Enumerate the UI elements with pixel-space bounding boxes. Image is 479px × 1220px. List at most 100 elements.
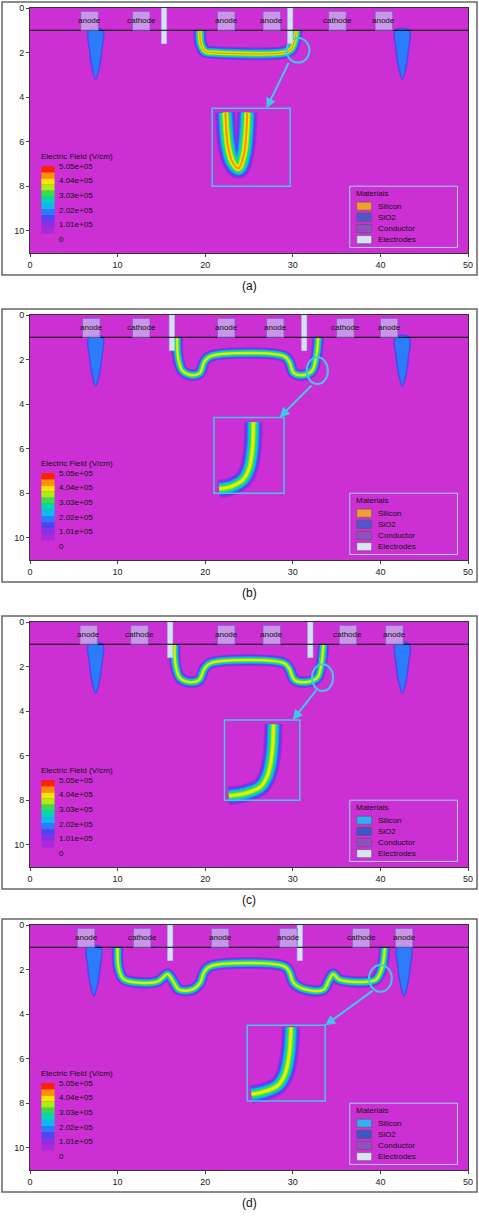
svg-text:Materials: Materials <box>356 803 388 812</box>
svg-text:(b): (b) <box>242 586 257 600</box>
svg-text:5.05e+05: 5.05e+05 <box>59 162 93 171</box>
svg-text:anode: anode <box>260 630 283 639</box>
svg-text:6: 6 <box>19 1054 24 1064</box>
svg-text:4: 4 <box>19 1009 24 1019</box>
svg-text:Electrodes: Electrodes <box>378 235 416 244</box>
svg-text:(d): (d) <box>242 1196 257 1210</box>
svg-text:cathode: cathode <box>347 933 376 942</box>
svg-text:Materials: Materials <box>356 1106 388 1115</box>
svg-text:20: 20 <box>200 1177 210 1187</box>
svg-text:4.04e+05: 4.04e+05 <box>59 176 93 185</box>
svg-text:1.01e+05: 1.01e+05 <box>59 834 93 843</box>
svg-text:Conductor: Conductor <box>378 531 415 540</box>
svg-text:Electric Field (V/cm): Electric Field (V/cm) <box>41 766 113 775</box>
svg-text:1.01e+05: 1.01e+05 <box>59 527 93 536</box>
svg-text:0: 0 <box>59 1152 64 1161</box>
svg-text:cathode: cathode <box>331 323 360 332</box>
svg-text:10: 10 <box>113 567 123 577</box>
svg-text:Electrodes: Electrodes <box>378 542 416 551</box>
svg-text:Silicon: Silicon <box>378 816 402 825</box>
svg-text:2: 2 <box>19 355 24 365</box>
svg-text:(a): (a) <box>242 279 257 293</box>
svg-text:anode: anode <box>277 933 300 942</box>
svg-text:Conductor: Conductor <box>378 1141 415 1150</box>
svg-text:SiO2: SiO2 <box>378 827 396 836</box>
svg-text:1.01e+05: 1.01e+05 <box>59 220 93 229</box>
svg-text:6: 6 <box>19 137 24 147</box>
svg-text:10: 10 <box>113 1177 123 1187</box>
svg-text:cathode: cathode <box>323 16 352 25</box>
svg-text:cathode: cathode <box>333 630 362 639</box>
svg-text:2: 2 <box>19 965 24 975</box>
svg-text:Silicon: Silicon <box>378 202 402 211</box>
svg-text:5.05e+05: 5.05e+05 <box>59 1079 93 1088</box>
svg-text:cathode: cathode <box>128 933 157 942</box>
svg-text:Silicon: Silicon <box>378 509 402 518</box>
svg-text:4: 4 <box>19 92 24 102</box>
svg-text:50: 50 <box>463 1177 473 1187</box>
svg-text:SiO2: SiO2 <box>378 1130 396 1139</box>
svg-text:2: 2 <box>19 48 24 58</box>
svg-text:4: 4 <box>19 706 24 716</box>
svg-text:cathode: cathode <box>127 323 156 332</box>
svg-text:10: 10 <box>113 874 123 884</box>
svg-text:anode: anode <box>393 933 416 942</box>
svg-text:50: 50 <box>463 567 473 577</box>
svg-text:0: 0 <box>19 310 24 320</box>
svg-text:5.05e+05: 5.05e+05 <box>59 776 93 785</box>
svg-text:Electrodes: Electrodes <box>378 849 416 858</box>
svg-text:50: 50 <box>463 874 473 884</box>
svg-text:0: 0 <box>59 542 64 551</box>
svg-text:8: 8 <box>19 181 24 191</box>
svg-text:Conductor: Conductor <box>378 838 415 847</box>
svg-text:Materials: Materials <box>356 496 388 505</box>
svg-text:anode: anode <box>77 630 100 639</box>
svg-text:3.03e+05: 3.03e+05 <box>59 191 93 200</box>
svg-text:2: 2 <box>19 662 24 672</box>
svg-text:0: 0 <box>27 1177 32 1187</box>
svg-text:3.03e+05: 3.03e+05 <box>59 805 93 814</box>
svg-text:anode: anode <box>260 16 283 25</box>
svg-text:10: 10 <box>14 840 24 850</box>
svg-text:5.05e+05: 5.05e+05 <box>59 469 93 478</box>
svg-text:anode: anode <box>80 323 103 332</box>
svg-text:50: 50 <box>463 260 473 270</box>
svg-text:10: 10 <box>14 533 24 543</box>
svg-text:4.04e+05: 4.04e+05 <box>59 483 93 492</box>
svg-text:4.04e+05: 4.04e+05 <box>59 790 93 799</box>
svg-text:4.04e+05: 4.04e+05 <box>59 1093 93 1102</box>
svg-text:Materials: Materials <box>356 189 388 198</box>
svg-text:8: 8 <box>19 1098 24 1108</box>
svg-text:anode: anode <box>383 630 406 639</box>
svg-text:20: 20 <box>200 260 210 270</box>
svg-text:0: 0 <box>19 3 24 13</box>
svg-text:anode: anode <box>264 323 287 332</box>
svg-text:10: 10 <box>14 1143 24 1153</box>
svg-text:0: 0 <box>19 920 24 930</box>
svg-text:30: 30 <box>288 1177 298 1187</box>
svg-text:0: 0 <box>19 617 24 627</box>
svg-text:Electric Field (V/cm): Electric Field (V/cm) <box>41 152 113 161</box>
svg-text:anode: anode <box>209 933 232 942</box>
svg-text:40: 40 <box>375 874 385 884</box>
svg-text:8: 8 <box>19 795 24 805</box>
svg-text:cathode: cathode <box>127 16 156 25</box>
svg-text:0: 0 <box>27 874 32 884</box>
svg-text:2.02e+05: 2.02e+05 <box>59 206 93 215</box>
svg-text:40: 40 <box>375 1177 385 1187</box>
svg-text:20: 20 <box>200 874 210 884</box>
svg-text:anode: anode <box>378 323 401 332</box>
svg-text:2.02e+05: 2.02e+05 <box>59 1123 93 1132</box>
svg-text:2.02e+05: 2.02e+05 <box>59 513 93 522</box>
svg-text:20: 20 <box>200 567 210 577</box>
svg-text:40: 40 <box>375 260 385 270</box>
svg-text:30: 30 <box>288 260 298 270</box>
svg-text:30: 30 <box>288 874 298 884</box>
svg-text:4: 4 <box>19 399 24 409</box>
svg-text:10: 10 <box>14 226 24 236</box>
svg-text:0: 0 <box>59 235 64 244</box>
svg-text:anode: anode <box>215 630 238 639</box>
svg-text:anode: anode <box>372 16 395 25</box>
svg-text:Electrodes: Electrodes <box>378 1152 416 1161</box>
svg-text:3.03e+05: 3.03e+05 <box>59 498 93 507</box>
